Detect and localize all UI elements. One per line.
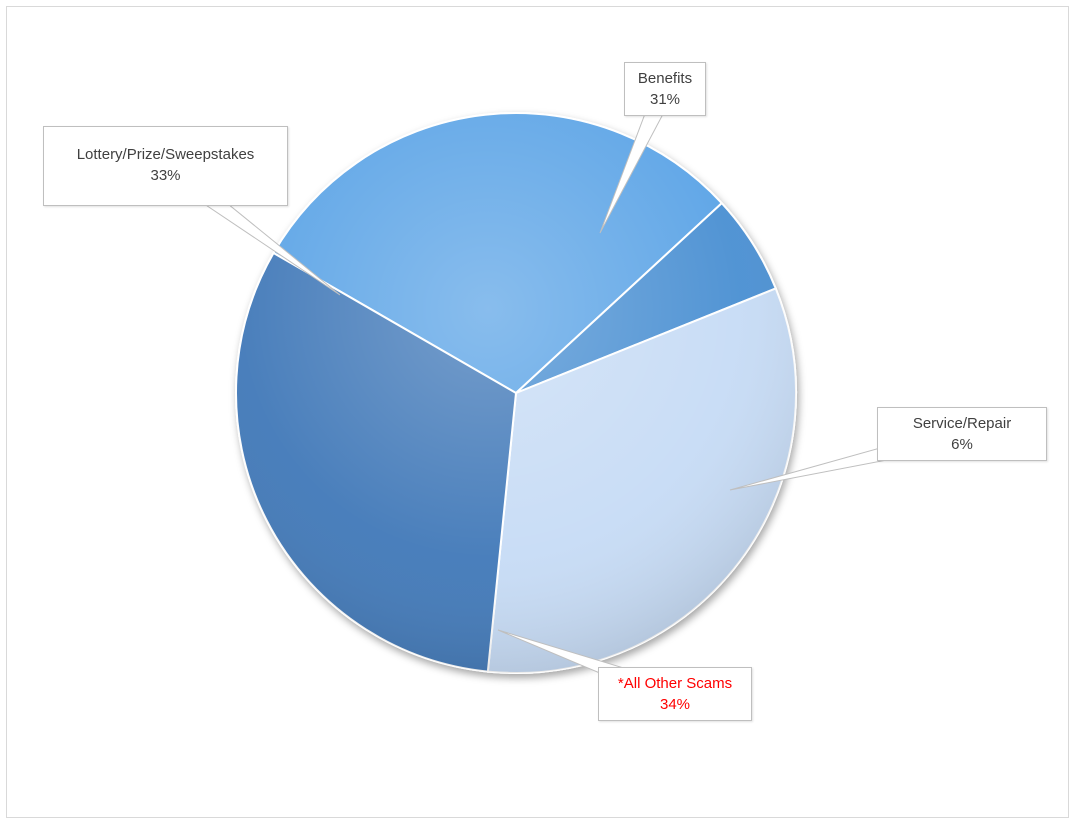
slice-label: *All Other Scams <box>617 675 733 692</box>
slice-value: 33% <box>150 167 181 184</box>
slice-label: Service/Repair <box>912 415 1012 432</box>
data-label-lottery-prize-sweepstakes: Lottery/Prize/Sweepstakes 33% <box>43 126 288 206</box>
slice-value: 6% <box>951 436 973 453</box>
data-label-benefits: Benefits 31% <box>624 62 706 116</box>
slice-label: Lottery/Prize/Sweepstakes <box>76 146 255 163</box>
slice-label: Benefits <box>637 70 693 87</box>
data-label-service-repair: Service/Repair 6% <box>877 407 1047 461</box>
data-label-all-other-scams: *All Other Scams 34% <box>598 667 752 721</box>
slice-value: 31% <box>649 91 681 108</box>
slice-value: 34% <box>659 696 691 713</box>
